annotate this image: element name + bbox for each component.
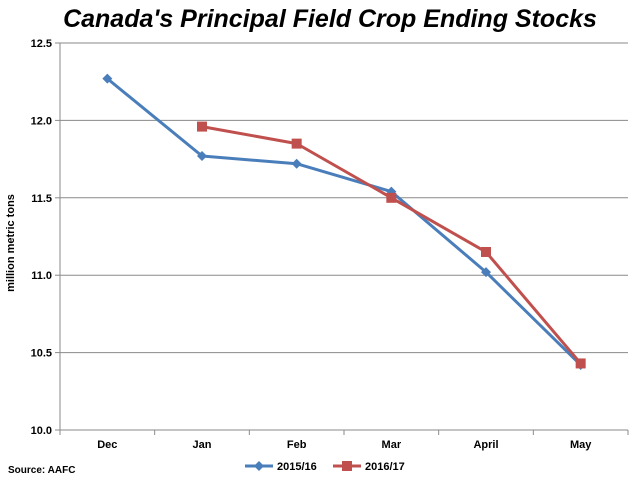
data-point: [197, 151, 207, 162]
y-tick-label: 11.0: [31, 270, 52, 282]
y-tick-label: 12.0: [31, 115, 52, 127]
legend-item: 2015/16: [245, 461, 317, 473]
series-line: [106, 77, 582, 367]
y-tick-label: 12.5: [31, 38, 52, 50]
y-tick-labels: 10.0 10.5 11.0 11.5 12.0 12.5: [31, 38, 52, 437]
y-tick-label: 10.0: [31, 425, 52, 437]
legend-marker: [342, 461, 352, 471]
x-tick-labels: Dec Jan Feb Mar April May: [97, 439, 592, 451]
data-point: [291, 158, 302, 169]
legend-marker: [254, 461, 264, 471]
x-tick-label: Jan: [193, 439, 212, 451]
series-2016-17: [197, 121, 586, 369]
y-tick-label: 10.5: [31, 348, 52, 360]
series-2015-16: [102, 73, 586, 370]
x-tick-label: May: [570, 439, 592, 451]
grid: [55, 42, 628, 431]
x-tick-label: April: [473, 439, 498, 451]
data-point: [575, 358, 586, 369]
data-point: [386, 192, 397, 203]
source-note: Source: AAFC: [8, 465, 75, 476]
legend-label: 2016/17: [365, 461, 405, 473]
x-tick-label: Dec: [97, 439, 117, 451]
axes: [59, 43, 629, 435]
data-point: [102, 73, 113, 84]
data-point: [481, 246, 491, 257]
chart-title: Canada's Principal Field Crop Ending Sto…: [63, 5, 597, 33]
legend-label: 2015/16: [277, 461, 317, 473]
legend-item: 2016/17: [333, 461, 405, 473]
y-axis-label: million metric tons: [5, 194, 17, 292]
legend: 2015/16 2016/17: [245, 461, 405, 473]
x-tick-label: Mar: [382, 439, 402, 451]
series-group: [102, 73, 586, 370]
y-tick-label: 11.5: [31, 193, 52, 205]
x-tick-label: Feb: [287, 439, 307, 451]
data-point: [291, 138, 302, 149]
data-point: [197, 121, 207, 132]
data-point: [481, 267, 491, 278]
